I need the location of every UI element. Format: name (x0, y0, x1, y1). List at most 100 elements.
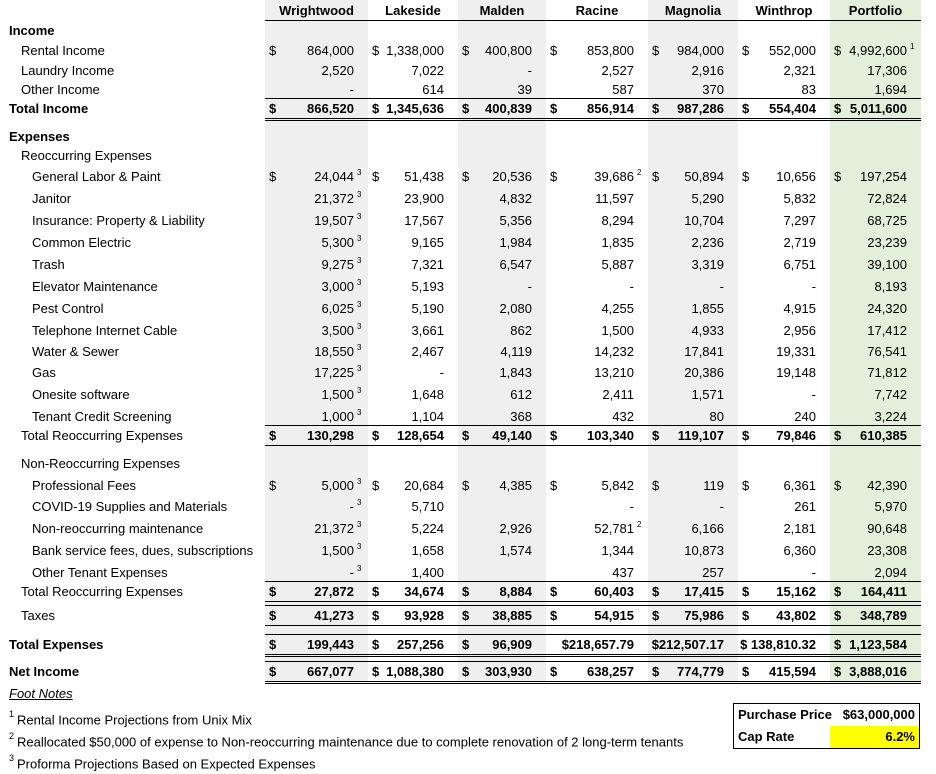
currency-symbol: $ (462, 584, 470, 599)
column-band-portfolio (830, 0, 921, 682)
cell-racine: 5,887 (601, 257, 634, 272)
currency-symbol: $ (834, 43, 842, 58)
cell-malden: 2,926 (499, 521, 532, 536)
column-header-malden: Malden (479, 3, 525, 18)
currency-symbol: $ (269, 637, 277, 652)
table-row: Common Electric 5,300 3 9,165 1,984 1,835 2,23… (0, 232, 936, 254)
footnote-2: 2 Reallocated $50,000 of expense to Non-r… (9, 731, 684, 750)
cell-racine: 437 (612, 565, 634, 580)
table-row: Rental Income $864,000 $1,338,000 $400,800 $… (0, 40, 936, 62)
footnote-ref: 3 (357, 190, 362, 199)
row-label: Net Income (9, 664, 80, 679)
cell-wrightwood: 864,000 (307, 43, 354, 58)
cell-magnolia: 774,779 (677, 664, 724, 679)
cell-magnolia: 257 (702, 565, 724, 580)
cell-winthrop: 83 (801, 82, 816, 97)
currency-symbol: $ (550, 169, 558, 184)
cell-lakeside: 17,567 (404, 213, 444, 228)
cell-lakeside: 51,438 (404, 169, 444, 184)
cell-lakeside: 9,165 (411, 235, 444, 250)
section-row: Income (0, 20, 936, 42)
total-line-bottom (265, 681, 921, 684)
column-header-racine: Racine (575, 3, 619, 18)
footnote-ref: 1 (910, 42, 915, 51)
currency-symbol: $ (742, 584, 750, 599)
cell-winthrop: 6,361 (783, 478, 816, 493)
cell-portfolio: 8,193 (874, 279, 907, 294)
cell-wrightwood: 866,520 (307, 101, 354, 116)
cell-malden: 1,574 (499, 543, 532, 558)
section-row: Non-Reoccurring Expenses (0, 453, 936, 475)
column-header-winthrop: Winthrop (755, 3, 813, 18)
cell-portfolio: 2,094 (874, 565, 907, 580)
cell-wrightwood: 199,443 (307, 637, 354, 652)
row-label: Other Tenant Expenses (32, 565, 168, 580)
cell-winthrop: 2,956 (783, 323, 816, 338)
currency-symbol: $ (462, 608, 470, 623)
cell-wrightwood: 18,550 (314, 344, 354, 359)
cell-portfolio: 42,390 (867, 478, 907, 493)
cell-racine: 2,527 (601, 63, 634, 78)
currency-symbol: $ (372, 101, 380, 116)
table-row: Water & Sewer 18,550 3 2,467 4,119 14,232 17,8… (0, 341, 936, 363)
cell-winthrop: - (811, 565, 816, 580)
cell-wrightwood: - (349, 82, 354, 97)
cell-wrightwood: 3,000 (321, 279, 354, 294)
cell-portfolio: 197,254 (860, 169, 907, 184)
cell-magnolia: 80 (709, 409, 724, 424)
cell-wrightwood: 130,298 (307, 428, 354, 443)
cell-wrightwood: 41,273 (314, 608, 354, 623)
row-label: Onesite software (32, 387, 130, 402)
table-row: Pest Control 6,025 3 5,190 2,080 4,255 1,855 4,… (0, 298, 936, 320)
column-header-magnolia: Magnolia (664, 3, 722, 18)
cell-wrightwood: 667,077 (307, 664, 354, 679)
cell-portfolio: 5,011,600 (849, 101, 907, 116)
total-line-bottom (265, 654, 921, 657)
table-row: Janitor 21,372 3 23,900 4,832 11,597 5,290 5,83… (0, 188, 936, 210)
footnote-ref: 3 (357, 520, 362, 529)
row-label: Income (9, 23, 55, 38)
cell-malden: 1,984 (499, 235, 532, 250)
row-label: Taxes (21, 608, 55, 623)
column-header-lakeside: Lakeside (385, 3, 441, 18)
cell-winthrop: $ 138,810.32 (740, 637, 816, 652)
cell-winthrop: 19,148 (776, 365, 816, 380)
row-label: Common Electric (32, 235, 131, 250)
cap-rate-label: Cap Rate (738, 729, 795, 744)
cell-winthrop: 6,360 (783, 543, 816, 558)
cell-wrightwood: 27,872 (314, 584, 354, 599)
row-label: Laundry Income (21, 63, 115, 78)
row-label: Expenses (9, 129, 70, 144)
footnote-ref: 2 (637, 520, 642, 529)
currency-symbol: $ (269, 478, 277, 493)
currency-symbol: $ (652, 478, 660, 493)
cell-portfolio: 4,992,600 (849, 43, 907, 58)
footnote-1: 1 Rental Income Projections from Unix Mix (9, 709, 252, 728)
cell-lakeside: - (439, 365, 444, 380)
cell-winthrop: 240 (794, 409, 816, 424)
cell-malden: 4,832 (499, 191, 532, 206)
cell-wrightwood: 9,275 (321, 257, 354, 272)
table-row: Laundry Income 2,520 7,022 - 2,527 2,916 2,321… (0, 60, 936, 82)
cell-portfolio: 3,224 (874, 409, 907, 424)
total-line-top (265, 425, 921, 426)
cell-lakeside: 1,658 (411, 543, 444, 558)
table-row: Bank service fees, dues, subscriptions 1,… (0, 540, 936, 562)
cell-malden: 5,356 (499, 213, 532, 228)
cell-lakeside: 5,224 (411, 521, 444, 536)
cell-winthrop: 15,162 (776, 584, 816, 599)
cell-magnolia: 984,000 (677, 43, 724, 58)
currency-symbol: $ (462, 428, 470, 443)
table-row: Tenant Credit Screening 1,000 3 1,104 368 432… (0, 406, 936, 428)
cell-racine: 103,340 (587, 428, 634, 443)
table-row: Non-reoccurring maintenance 21,372 3 5,224 2… (0, 518, 936, 540)
cell-racine: 853,800 (587, 43, 634, 58)
cell-lakeside: 5,710 (411, 499, 444, 514)
currency-symbol: $ (550, 608, 558, 623)
cell-lakeside: 7,022 (411, 63, 444, 78)
cell-wrightwood: 1,500 (321, 543, 354, 558)
cell-malden: - (527, 63, 532, 78)
cell-winthrop: 2,321 (783, 63, 816, 78)
cell-racine: 52,781 (594, 521, 634, 536)
cell-lakeside: 257,256 (397, 637, 444, 652)
